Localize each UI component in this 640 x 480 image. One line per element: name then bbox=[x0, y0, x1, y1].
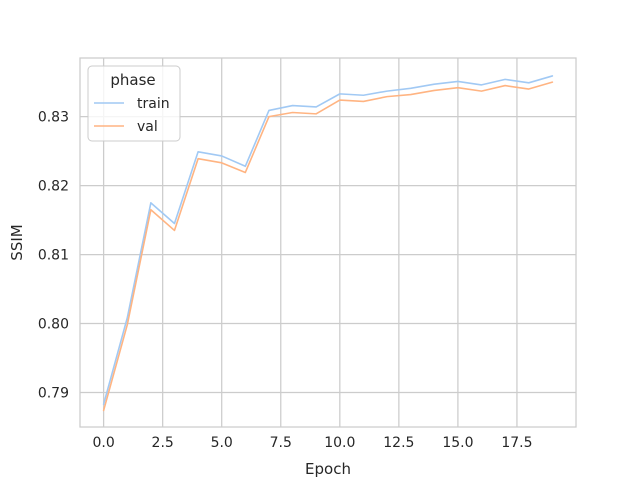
legend-box bbox=[87, 65, 181, 142]
x-tick-label: 0.0 bbox=[92, 435, 114, 451]
y-tick-label: 0.80 bbox=[38, 317, 69, 333]
y-tick-label: 0.83 bbox=[38, 110, 69, 126]
x-tick-label: 7.5 bbox=[270, 435, 292, 451]
legend-label-val: val bbox=[137, 119, 158, 135]
series-line-train bbox=[102, 75, 554, 406]
x-tick-label: 5.0 bbox=[211, 435, 233, 451]
y-tick-label: 0.82 bbox=[38, 179, 69, 195]
y-axis-label: SSIM bbox=[8, 224, 26, 260]
x-tick-label: 17.5 bbox=[501, 435, 532, 451]
x-axis-label: Epoch bbox=[305, 460, 351, 478]
y-tick-label: 0.81 bbox=[38, 248, 69, 264]
x-tick-label: 12.5 bbox=[383, 435, 414, 451]
x-tick-label: 15.0 bbox=[442, 435, 473, 451]
x-tick-label: 10.0 bbox=[324, 435, 355, 451]
y-tick-labels: 0.79 0.80 0.81 0.82 0.83 bbox=[38, 110, 69, 402]
x-tick-label: 2.5 bbox=[152, 435, 174, 451]
legend-title: phase bbox=[110, 71, 155, 89]
plot-frame bbox=[79, 57, 577, 428]
series-line-val bbox=[102, 81, 554, 412]
legend: phase train val bbox=[87, 65, 181, 142]
series-lines bbox=[102, 75, 554, 412]
x-tick-labels: 0.0 2.5 5.0 7.5 10.0 12.5 15.0 17.5 bbox=[92, 435, 532, 451]
legend-label-train: train bbox=[137, 96, 170, 112]
grid bbox=[80, 58, 576, 427]
y-tick-label: 0.79 bbox=[38, 386, 69, 402]
